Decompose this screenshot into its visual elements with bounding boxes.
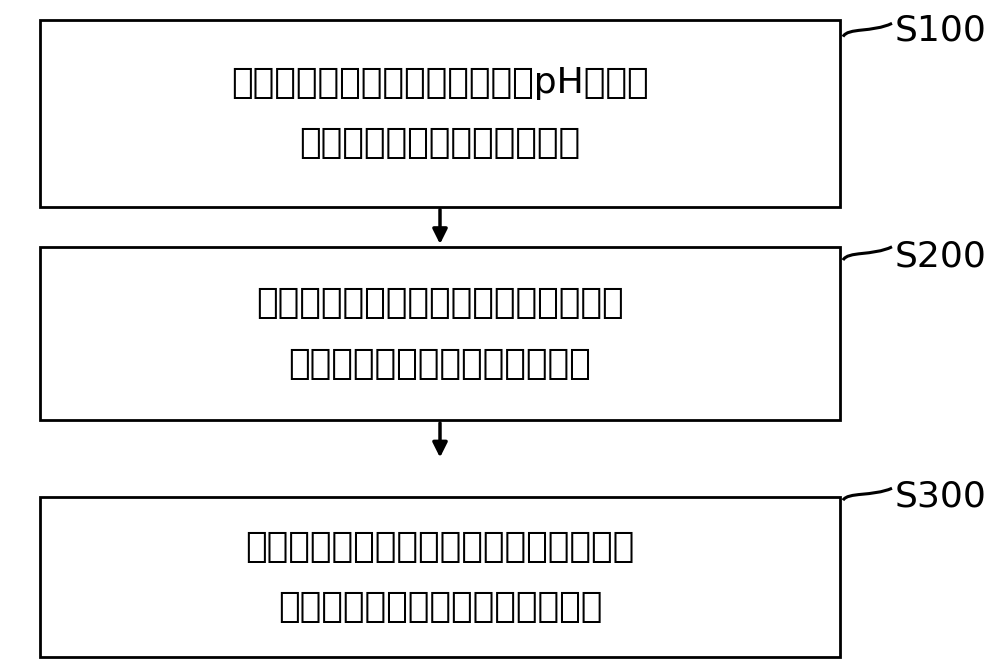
Bar: [40, 20, 840, 207]
Text: 对凝胶溶液进行离心、洗涤和冻干处理，: 对凝胶溶液进行离心、洗涤和冻干处理，: [245, 530, 635, 564]
Text: 将初始溶液和金属离子溶液混合并继续: 将初始溶液和金属离子溶液混合并继续: [256, 287, 624, 320]
Bar: [40, 247, 840, 420]
Text: 将乙醇脱氢酶、含氮有机配体和pH缓冲液: 将乙醇脱氢酶、含氮有机配体和pH缓冲液: [231, 67, 649, 100]
Bar: [40, 497, 840, 657]
Text: 得到含有乙醇脱氢酶的多孔水凝胶: 得到含有乙醇脱氢酶的多孔水凝胶: [278, 590, 602, 624]
Text: S300: S300: [895, 480, 987, 514]
Text: 混合，得到预凝胶化初始溶液: 混合，得到预凝胶化初始溶液: [299, 127, 581, 160]
Text: S200: S200: [895, 240, 987, 273]
Text: 进行凝胶化反应，得到凝胶溶液: 进行凝胶化反应，得到凝胶溶液: [289, 347, 591, 380]
Text: S100: S100: [895, 13, 987, 47]
